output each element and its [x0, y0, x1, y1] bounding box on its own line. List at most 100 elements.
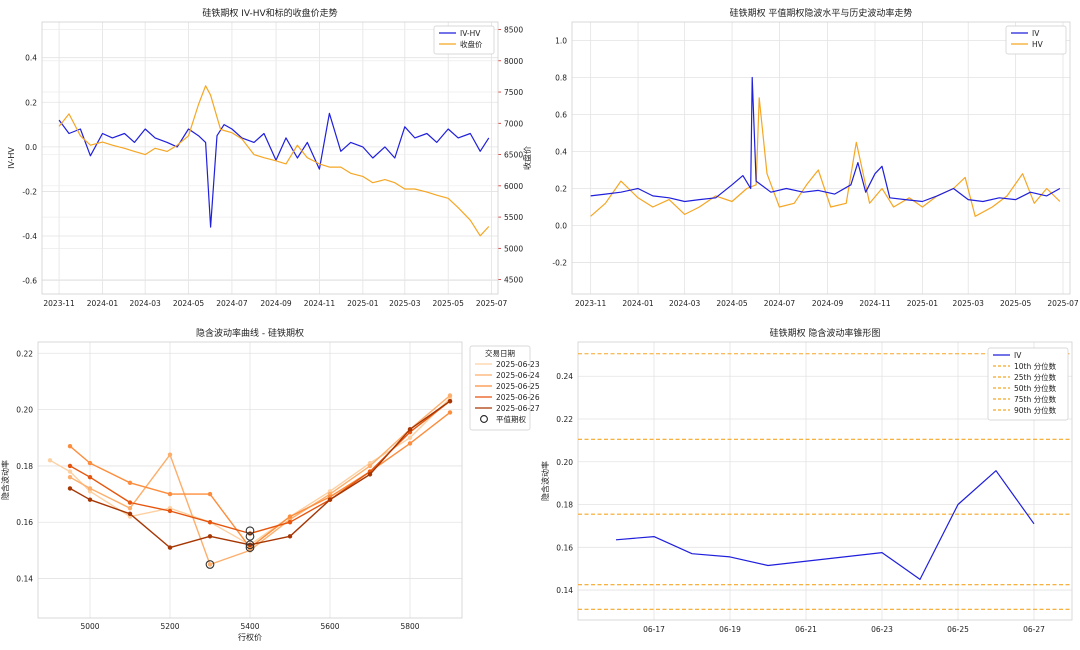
legend-label-0-0: IV-HV: [460, 29, 481, 38]
x-tick-label-0-10: 2025-07: [476, 299, 508, 308]
plot-frame-1: [571, 21, 1071, 295]
y-tick-label-0-5: -0.6: [22, 277, 37, 286]
x-tick-label-0-4: 2024-07: [216, 299, 248, 308]
x-tick-label-1-10: 2025-07: [1047, 299, 1079, 308]
legend-1: IV HV: [1005, 25, 1067, 55]
series-line-2-3: [69, 400, 451, 535]
series-line-3-0: [615, 470, 1035, 581]
x-tick-label-2-3: 5600: [320, 622, 339, 631]
series-point-2-1-2: [127, 505, 133, 511]
x-tick-label-0-7: 2025-01: [347, 299, 379, 308]
x-tick-label-1-3: 2024-05: [716, 299, 748, 308]
chart-title-2: 隐含波动率曲线 - 硅铁期权: [196, 327, 304, 339]
y-tick-label-2-3: 0.16: [16, 518, 33, 527]
series-point-2-4-2: [127, 511, 133, 516]
legend-label-3-3: 50th 分位数: [1014, 383, 1057, 393]
y-axis-label-2: 隐含波动率: [0, 460, 10, 500]
atm-marker-4: [245, 543, 255, 552]
atm-marker-0: [205, 560, 215, 569]
x-tick-label-0-3: 2024-05: [173, 299, 205, 308]
x-tick-label-0-6: 2024-11: [304, 299, 336, 308]
x-tick-label-0-5: 2024-09: [260, 299, 292, 308]
series-line-1-1: [590, 76, 1061, 203]
x-tick-label-3-1: 06-19: [719, 625, 741, 634]
series-point-2-2-1: [87, 460, 93, 466]
legend-2: 交易日期 2025-06-23 2025-06-24 2025-06-25 2025-0…: [469, 345, 540, 431]
series-point-2-4-8: [367, 472, 373, 477]
y2-tick-label-0-4: 6500: [504, 151, 523, 160]
x-tick-label-1-0: 2023-11: [575, 299, 607, 308]
y-tick-label-3-3: 0.18: [556, 501, 573, 510]
y-tick-label-0-0: 0.4: [25, 54, 37, 63]
plot-frame-0: [41, 21, 499, 295]
y-tick-label-3-0: 0.24: [556, 372, 573, 381]
series-line-2-2: [69, 411, 451, 549]
plot-frame-3: [577, 341, 1073, 621]
atm-marker-2: [245, 531, 255, 541]
x-tick-label-1-4: 2024-07: [764, 299, 796, 308]
atm-marker-1: [245, 526, 255, 536]
series-point-2-2-2: [127, 480, 133, 486]
y-tick-label-1-6: -0.2: [552, 259, 567, 268]
series-line-2-4: [69, 400, 451, 549]
series-point-2-3-6: [287, 520, 293, 525]
y2-tick-label-0-8: 4500: [504, 276, 523, 285]
series-point-2-2-3: [167, 491, 173, 497]
y-tick-label-3-5: 0.14: [556, 586, 573, 595]
series-point-2-1-0: [67, 474, 73, 480]
chart-ivhv-price: 2023-11 2024-01 2024-03 2024-05 2024-07 2024-…: [7, 7, 532, 308]
y2-tick-label-0-5: 6000: [504, 182, 523, 191]
x-tick-label-2-1: 5200: [160, 622, 179, 631]
legend-marker-2-5: [480, 415, 488, 423]
series-point-2-4-7: [327, 497, 333, 502]
legend-label-3-2: 25th 分位数: [1014, 372, 1057, 382]
series-point-2-2-10: [447, 410, 453, 415]
y-axis-label-3: 隐含波动率: [540, 461, 550, 501]
x-tick-label-2-4: 5800: [400, 622, 419, 631]
y2-tick-label-0-7: 5000: [504, 244, 523, 253]
x-tick-label-0-2: 2024-03: [129, 299, 161, 308]
y-tick-label-1-0: 1.0: [555, 37, 567, 46]
series-point-2-4-4: [207, 534, 213, 539]
x-tick-label-3-2: 06-21: [795, 625, 817, 634]
atm-marker-3: [245, 540, 255, 550]
series-line-0-1: [58, 85, 490, 237]
legend-label-3-1: 10th 分位数: [1014, 361, 1057, 371]
y-tick-label-1-5: 0.0: [555, 222, 567, 231]
series-line-1-0: [590, 97, 1061, 217]
chart-iv-cone: 06-17 06-19 06-21 06-23 06-25 06-27 0.24 0.22 0.…: [540, 327, 1073, 634]
x-tick-label-2-2: 5400: [240, 622, 259, 631]
series-point-2-1-10: [447, 393, 453, 398]
plot-frame-2: [37, 341, 463, 619]
x-tick-label-3-5: 06-27: [1023, 625, 1045, 634]
y-tick-label-2-1: 0.20: [16, 406, 33, 415]
series-point-2-0-1: [67, 469, 73, 474]
series-point-2-4-0: [67, 486, 73, 491]
chart-title-0: 硅铁期权 IV-HV和标的收盘价走势: [202, 7, 337, 19]
y-tick-label-0-1: 0.2: [25, 98, 37, 107]
y-axis-label-0: IV-HV: [7, 147, 16, 169]
series-point-2-3-1: [87, 474, 93, 480]
y-tick-label-0-2: 0.0: [25, 143, 37, 152]
x-tick-label-0-0: 2023-11: [43, 299, 75, 308]
y2-axis-label-0: 收盘价: [522, 146, 532, 170]
y2-tick-label-0-6: 5500: [504, 213, 523, 222]
legend-label-0-1: 收盘价: [460, 39, 483, 49]
chart-title-1: 硅铁期权 平值期权隐波水平与历史波动率走势: [730, 7, 913, 19]
x-tick-label-1-7: 2025-01: [907, 299, 939, 308]
y-tick-label-0-4: -0.4: [22, 232, 37, 241]
y-tick-label-3-4: 0.16: [556, 543, 573, 552]
series-point-2-1-3: [167, 452, 173, 457]
series-point-2-2-9: [407, 441, 413, 446]
x-tick-label-2-0: 5000: [80, 622, 99, 631]
legend-label-2-3: 2025-06-26: [496, 393, 540, 402]
x-tick-label-3-3: 06-23: [871, 625, 893, 634]
series-point-2-4-10: [447, 398, 453, 404]
legend-label-3-5: 90th 分位数: [1014, 405, 1057, 415]
series-point-2-4-1: [87, 497, 93, 502]
legend-label-2-2: 2025-06-25: [496, 382, 540, 391]
x-tick-label-1-9: 2025-05: [1000, 299, 1032, 308]
